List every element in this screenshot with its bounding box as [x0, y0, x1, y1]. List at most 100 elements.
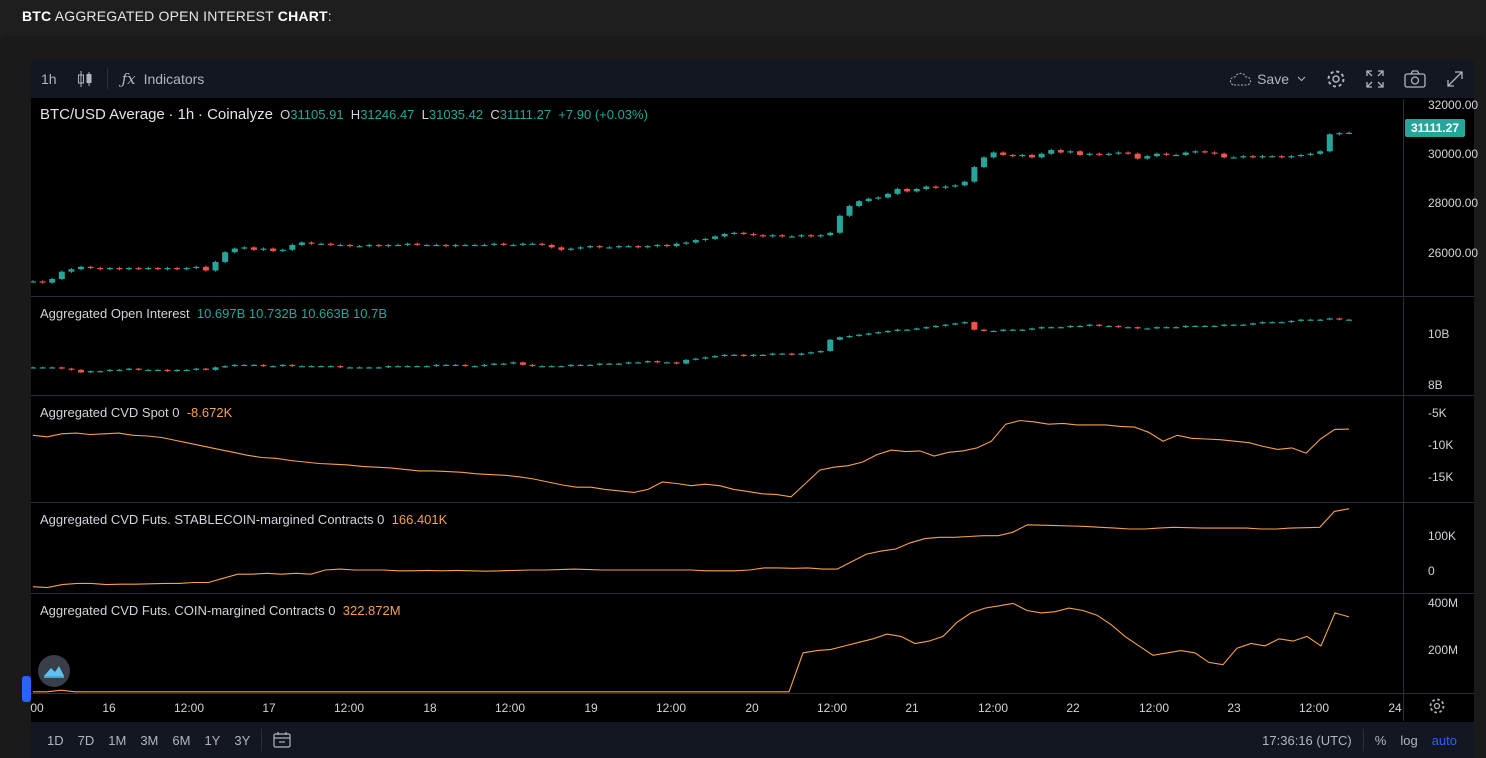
candle	[980, 328, 987, 332]
candle	[548, 243, 555, 249]
save-button[interactable]: Save	[1219, 60, 1316, 98]
time-axis[interactable]: 00 16 12:00 17 12:00 18 12:00 19 12:00 20 12:00 21 1…	[30, 693, 1403, 721]
candle	[644, 244, 651, 249]
fullscreen-button[interactable]	[1356, 60, 1394, 98]
candle	[327, 242, 334, 247]
candle	[615, 362, 622, 365]
candle	[1288, 154, 1295, 159]
candle	[404, 365, 411, 368]
high-label: H	[350, 107, 361, 122]
candle	[587, 244, 594, 249]
indicators-button[interactable]: ƒx Indicators	[112, 60, 215, 98]
candle	[97, 266, 104, 271]
candle	[1182, 151, 1189, 157]
open-interest-pane[interactable]: Aggregated Open Interest 10.697B 10.732B…	[31, 297, 1403, 395]
pane-divider[interactable]	[31, 502, 1474, 503]
candle	[884, 330, 891, 333]
candle	[1019, 328, 1026, 331]
candle	[577, 364, 584, 367]
auto-toggle[interactable]: auto	[1431, 732, 1457, 748]
candle	[808, 351, 815, 355]
candle	[423, 243, 430, 247]
candle	[164, 369, 171, 372]
range-3m[interactable]: 3M	[140, 732, 159, 748]
candle	[1336, 317, 1343, 321]
chart-type-button[interactable]	[67, 60, 103, 98]
pane-divider[interactable]	[31, 593, 1474, 594]
candle	[1105, 325, 1112, 328]
range-7d[interactable]: 7D	[77, 732, 95, 748]
candle	[548, 365, 555, 368]
candle	[721, 232, 728, 238]
candle	[279, 364, 286, 367]
candle	[423, 365, 430, 368]
time-tick: 12:00	[333, 701, 365, 715]
candle	[116, 266, 123, 271]
candle	[558, 246, 565, 251]
cvd-stable-axis[interactable]: 100K 0	[1403, 503, 1474, 593]
candle	[1048, 326, 1055, 329]
candle	[1163, 326, 1170, 329]
cvd-stable-pane[interactable]: Aggregated CVD Futs. STABLECOIN-margined…	[31, 503, 1403, 593]
interval-button[interactable]: 1h	[31, 60, 67, 98]
price-pane[interactable]: BTC/USD Average · 1h · Coinalyze O31105.…	[31, 99, 1403, 296]
candle	[452, 364, 459, 367]
time-tick: 20	[745, 701, 759, 715]
cvd-coin-legend: Aggregated CVD Futs. COIN-margined Contr…	[40, 603, 401, 618]
candle	[395, 243, 402, 247]
range-6m[interactable]: 6M	[172, 732, 191, 748]
cvd-spot-axis[interactable]: -5K -10K -15K	[1403, 396, 1474, 502]
candle	[990, 151, 997, 159]
save-label: Save	[1257, 71, 1289, 87]
range-1d[interactable]: 1D	[47, 732, 64, 748]
range-1m[interactable]: 1M	[108, 732, 127, 748]
function-icon: ƒx	[121, 70, 136, 88]
cvd-spot-pane[interactable]: Aggregated CVD Spot 0 -8.672K	[31, 396, 1403, 502]
candle	[1269, 321, 1276, 324]
candle	[702, 237, 709, 242]
utc-clock[interactable]: 17:36:16 (UTC)	[1262, 732, 1352, 748]
cloud-icon	[1229, 72, 1252, 86]
range-3y[interactable]: 3Y	[234, 732, 251, 748]
candle	[788, 235, 795, 238]
date-range-button[interactable]	[266, 732, 298, 748]
candle	[135, 266, 142, 270]
pane-divider[interactable]	[31, 296, 1474, 297]
axis-tick: 28000.00	[1428, 196, 1479, 210]
candle	[913, 327, 920, 331]
axis-settings-button[interactable]	[1428, 697, 1446, 715]
settings-button[interactable]	[1316, 60, 1356, 98]
candle	[577, 246, 584, 250]
candle	[1163, 152, 1170, 157]
pane-divider[interactable]	[31, 395, 1474, 396]
log-toggle[interactable]: log	[1400, 732, 1418, 748]
drawing-panel-handle[interactable]	[22, 676, 31, 702]
cvd-coin-axis[interactable]: 400M 200M	[1403, 594, 1474, 693]
candle	[327, 365, 334, 368]
candle	[827, 338, 834, 352]
candle	[769, 352, 776, 356]
axis-tick: -10K	[1428, 438, 1454, 452]
candle	[260, 247, 267, 251]
cvd-spot-value: -8.672K	[186, 405, 233, 420]
tradingview-logo[interactable]	[38, 655, 70, 687]
range-1y[interactable]: 1Y	[204, 732, 221, 748]
oi-axis[interactable]: 10B 8B	[1403, 297, 1474, 395]
cvd-coin-pane[interactable]: Aggregated CVD Futs. COIN-margined Contr…	[31, 594, 1403, 693]
candle	[702, 356, 709, 360]
candle	[663, 361, 670, 364]
candle	[1278, 154, 1285, 159]
popout-button[interactable]	[1436, 60, 1474, 98]
candle	[1173, 153, 1180, 157]
candle	[683, 359, 690, 365]
bottom-right-group: 17:36:16 (UTC) % log auto	[1255, 729, 1474, 751]
candle	[289, 243, 296, 251]
candle	[865, 197, 872, 203]
candle	[606, 362, 613, 365]
time-tick: 23	[1227, 701, 1241, 715]
candle	[817, 350, 824, 354]
candle	[1000, 328, 1007, 332]
candle	[279, 248, 286, 253]
percent-toggle[interactable]: %	[1374, 732, 1387, 748]
snapshot-button[interactable]	[1394, 60, 1436, 98]
